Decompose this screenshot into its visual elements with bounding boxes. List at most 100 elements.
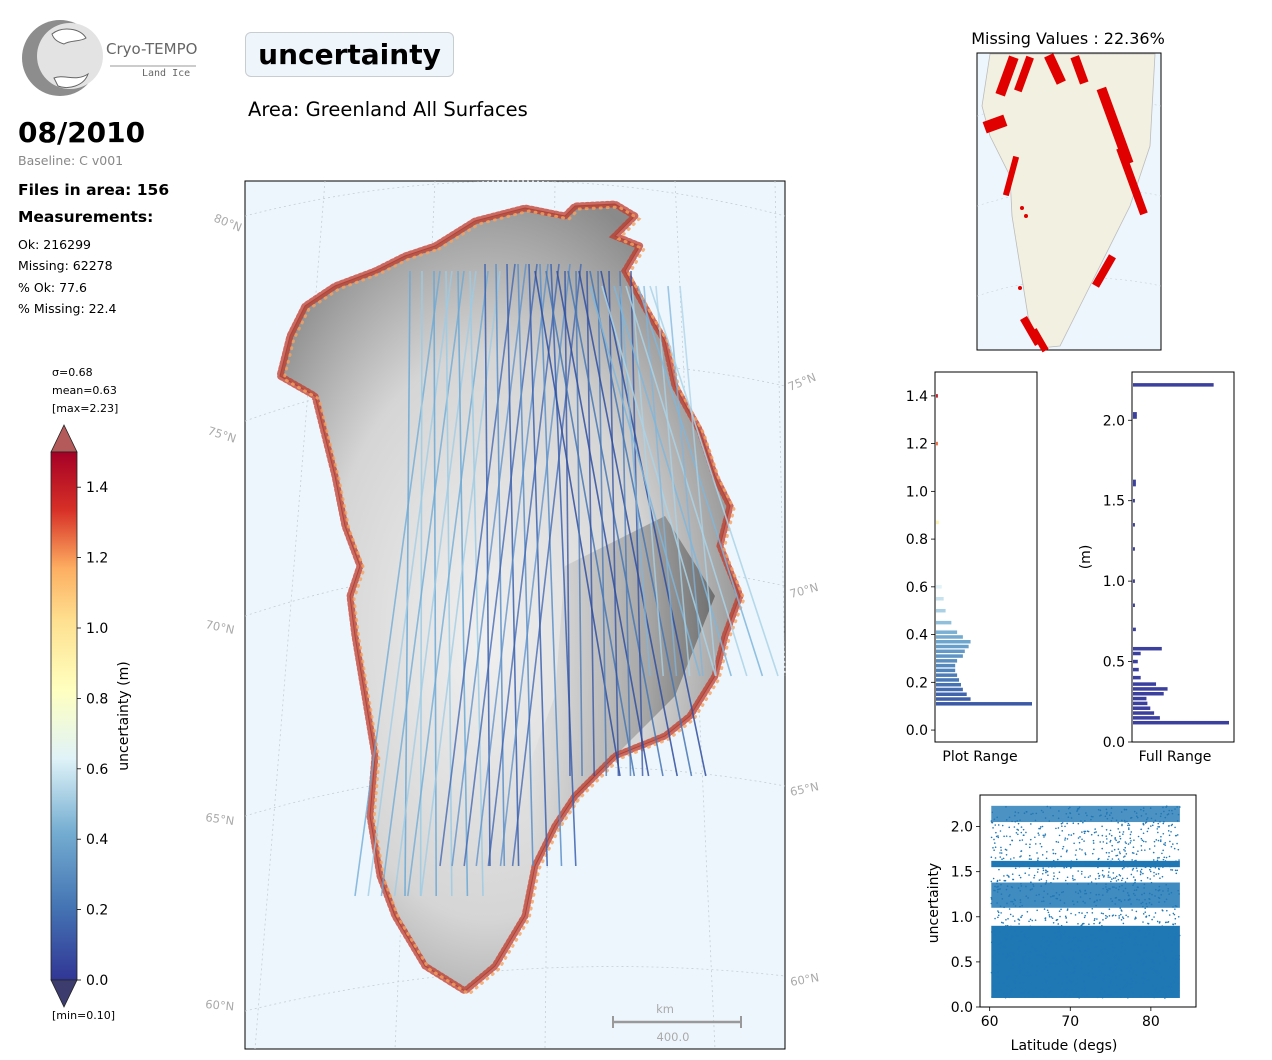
histogram-bar	[1133, 667, 1139, 672]
scatter-point	[1146, 863, 1148, 866]
colorbar-max-extend	[50, 424, 78, 453]
scatter-point	[1045, 857, 1048, 860]
scatter-point	[1000, 893, 1003, 895]
scatter-point	[1048, 915, 1051, 918]
scatter-point	[1019, 905, 1021, 908]
scatter-point	[991, 965, 994, 967]
scatter-point	[1177, 915, 1180, 918]
colorbar-tick-label: 0.6	[86, 762, 108, 778]
scatter-point	[1089, 897, 1091, 900]
scatter-point	[1143, 865, 1146, 868]
colorbar-label: uncertainty (m)	[116, 661, 132, 770]
scatter-point	[1065, 866, 1068, 869]
scatter-point	[1157, 867, 1160, 870]
scatter-point	[1027, 937, 1030, 939]
scatter-point	[1117, 848, 1120, 850]
scatter-point	[1077, 892, 1080, 895]
scatter-point	[997, 981, 1000, 984]
scatter-point	[1070, 860, 1073, 863]
scatter-point	[1115, 875, 1118, 878]
scatter-dense-band	[991, 860, 1180, 868]
scatter-point	[990, 856, 993, 859]
histogram-bar	[1133, 687, 1168, 691]
scatter-point	[1129, 964, 1131, 967]
scatter-point	[1077, 922, 1079, 925]
satellite-track	[487, 263, 560, 867]
scatter-point	[1080, 990, 1083, 992]
scatter-point	[1158, 944, 1160, 947]
scatter-point	[1142, 913, 1145, 915]
scatter-point	[1156, 920, 1159, 923]
scatter-point	[1069, 948, 1072, 951]
scatter-point	[1019, 971, 1021, 974]
scatter-point	[1047, 874, 1049, 877]
scatter-point	[1023, 974, 1026, 977]
scatter-point	[1019, 964, 1021, 966]
scatter-point	[1119, 907, 1122, 909]
scatter-point	[1148, 902, 1151, 904]
scatter-point	[1084, 819, 1086, 822]
scatter-point	[1089, 861, 1091, 863]
scatter-point	[1126, 877, 1129, 880]
scatter-point	[1079, 950, 1081, 952]
scatter-point	[1067, 816, 1070, 818]
scatter-point	[1071, 877, 1074, 880]
scatter-point	[1060, 983, 1063, 985]
scatter-point	[1010, 990, 1013, 992]
scatter-point	[1010, 900, 1012, 903]
scatter-point	[1079, 940, 1082, 942]
scatter-point	[1123, 848, 1125, 851]
scatter-point	[1105, 813, 1108, 815]
scatter-point	[1126, 892, 1129, 894]
scatter-point	[1034, 919, 1037, 921]
scatter-point	[1145, 916, 1148, 918]
scatter-point	[1102, 912, 1104, 915]
scatter-point	[1151, 994, 1154, 997]
scatter-point	[1164, 842, 1167, 844]
scatter-point	[1088, 948, 1090, 951]
scatter-point	[1152, 865, 1155, 868]
scatter-point	[1142, 872, 1144, 875]
histogram-bar	[1133, 720, 1229, 725]
scatter-point	[1004, 996, 1007, 999]
scatter-point	[1058, 834, 1061, 837]
scatter-point	[999, 905, 1002, 908]
scatter-point	[1146, 905, 1148, 908]
scatter-point	[1090, 833, 1093, 836]
scatter-point	[1134, 894, 1136, 897]
scatter-point	[1086, 994, 1088, 997]
scatter-point	[1071, 950, 1074, 952]
scatter-point	[1031, 888, 1033, 890]
satellite-track	[354, 270, 441, 897]
histogram-bar	[936, 692, 967, 697]
scatter-point	[1162, 890, 1164, 892]
scatter-point	[1060, 855, 1062, 858]
scatter-point	[1096, 918, 1098, 920]
satellite-track	[679, 285, 717, 677]
scatter-point	[1020, 882, 1022, 885]
scatter-point	[1020, 939, 1022, 942]
scatter-point	[1046, 893, 1049, 895]
satellite-tracks	[354, 263, 779, 897]
scatter-point	[1108, 994, 1111, 996]
scatter-point	[1041, 872, 1044, 875]
scatter-point	[1022, 834, 1025, 837]
histogram-tick-label: 0.5	[1103, 655, 1125, 671]
scatter-point	[994, 889, 996, 892]
scatter-point	[992, 827, 994, 829]
scatter-point	[1100, 950, 1103, 953]
scatter-point	[1083, 980, 1085, 983]
scatter-point	[1124, 855, 1126, 857]
scatter-point	[1123, 979, 1126, 981]
scatter-point	[1000, 849, 1002, 851]
scatter-point	[1110, 812, 1112, 814]
scatter-point	[1075, 858, 1078, 861]
scatter-point	[1019, 856, 1021, 858]
scatter-point	[1110, 979, 1113, 982]
scatter-point	[1175, 954, 1177, 957]
scatter-point	[1002, 952, 1004, 955]
scatter-point	[1025, 895, 1028, 897]
satellite-track	[463, 263, 538, 867]
scatter-point	[996, 902, 998, 904]
coastal-measurements	[275, 200, 746, 996]
